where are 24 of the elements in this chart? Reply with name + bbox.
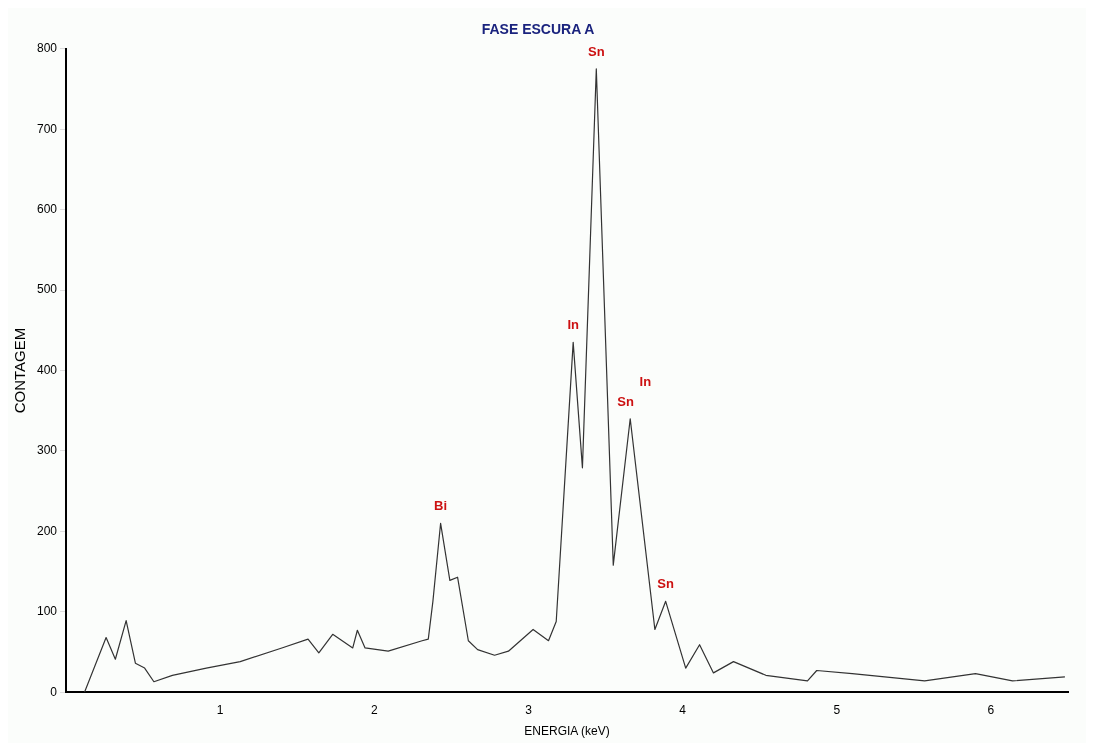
y-tick-label: 200: [36, 523, 58, 538]
y-tick-label: 700: [36, 121, 58, 136]
annotation: In: [639, 373, 652, 389]
chart-title: FASE ESCURA A: [481, 21, 595, 38]
annotation: Sn: [587, 43, 605, 59]
y-tick-label: 300: [36, 443, 58, 458]
annotation: Sn: [657, 576, 675, 592]
x-tick-label: 5: [833, 702, 841, 717]
annotation: In: [567, 317, 580, 333]
x-tick-label: 6: [987, 702, 995, 717]
x-tick-label: 3: [525, 702, 533, 717]
y-tick-label: 100: [36, 604, 58, 619]
y-tick-label: 600: [36, 201, 58, 216]
y-axis-title: CONTAGEM: [11, 327, 29, 414]
y-tick-label: 400: [36, 362, 58, 377]
x-axis-title: ENERGIA (keV): [524, 724, 610, 739]
x-tick-label: 1: [216, 702, 224, 717]
x-tick-label: 4: [679, 702, 687, 717]
annotation: Sn: [617, 393, 634, 409]
y-tick-label: 800: [36, 41, 58, 56]
annotation: Bi: [434, 498, 448, 514]
y-tick-label: 500: [36, 282, 58, 297]
x-tick-label: 2: [370, 702, 378, 717]
y-tick-label: 0: [50, 684, 58, 699]
